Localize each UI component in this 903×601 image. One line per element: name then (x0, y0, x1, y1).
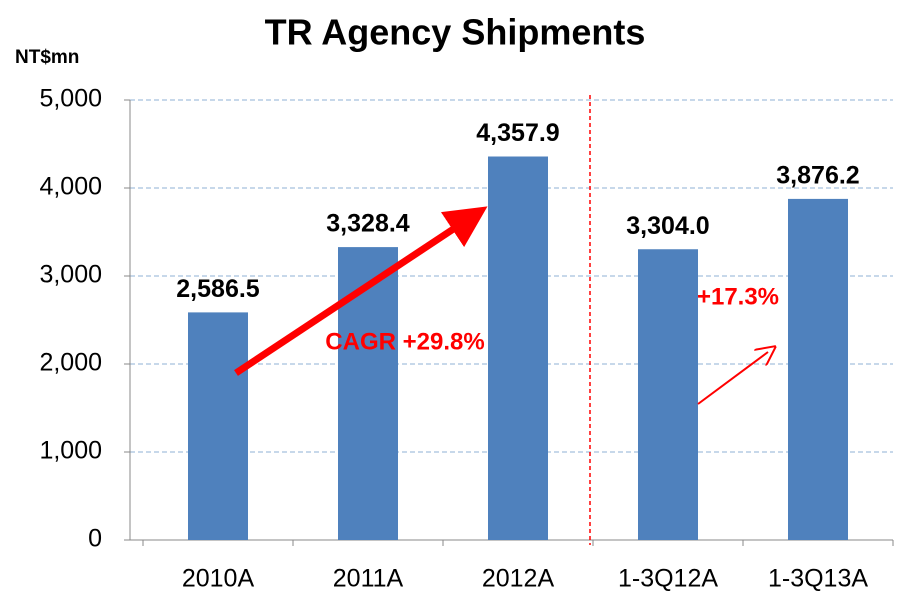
bar (788, 198, 848, 540)
y-tick-label: 5,000 (39, 85, 102, 113)
bar (188, 312, 248, 540)
x-tick-label: 1-3Q13A (768, 565, 868, 593)
y-tick-label: 1,000 (39, 437, 102, 465)
value-label: 3,304.0 (626, 212, 709, 240)
y-tick-label: 4,000 (39, 173, 102, 201)
bar (338, 247, 398, 540)
value-label: 3,328.4 (326, 210, 410, 238)
value-label: 3,876.2 (776, 162, 859, 190)
x-tick-label: 1-3Q12A (618, 565, 718, 593)
trend-arrow (234, 206, 488, 376)
x-tick-label: 2012A (482, 565, 555, 593)
value-label: 2,586.5 (176, 275, 260, 303)
bar (638, 249, 698, 541)
y-axis-label: NT$mn (15, 47, 79, 68)
value-label: 4,357.9 (476, 119, 559, 147)
bar (488, 156, 548, 540)
x-tick-label: 2010A (182, 565, 255, 593)
y-tick-label: 0 (88, 525, 102, 553)
trend-arrow (697, 352, 768, 405)
annotation: +17.3% (697, 283, 779, 310)
x-tick-label: 2011A (333, 565, 404, 593)
y-tick-label: 2,000 (39, 349, 102, 377)
y-tick-label: 3,000 (39, 261, 102, 289)
annotation: CAGR +29.8% (325, 328, 484, 355)
chart-title: TR Agency Shipments (265, 12, 646, 53)
